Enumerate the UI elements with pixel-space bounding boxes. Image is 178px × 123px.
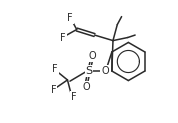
Text: S: S <box>85 66 93 76</box>
Text: F: F <box>60 32 66 43</box>
Text: F: F <box>71 92 76 102</box>
Text: O: O <box>82 82 90 92</box>
Text: F: F <box>67 13 73 23</box>
Text: O: O <box>89 51 96 61</box>
Text: F: F <box>51 85 56 95</box>
Text: F: F <box>52 64 58 75</box>
Text: O: O <box>101 66 109 76</box>
